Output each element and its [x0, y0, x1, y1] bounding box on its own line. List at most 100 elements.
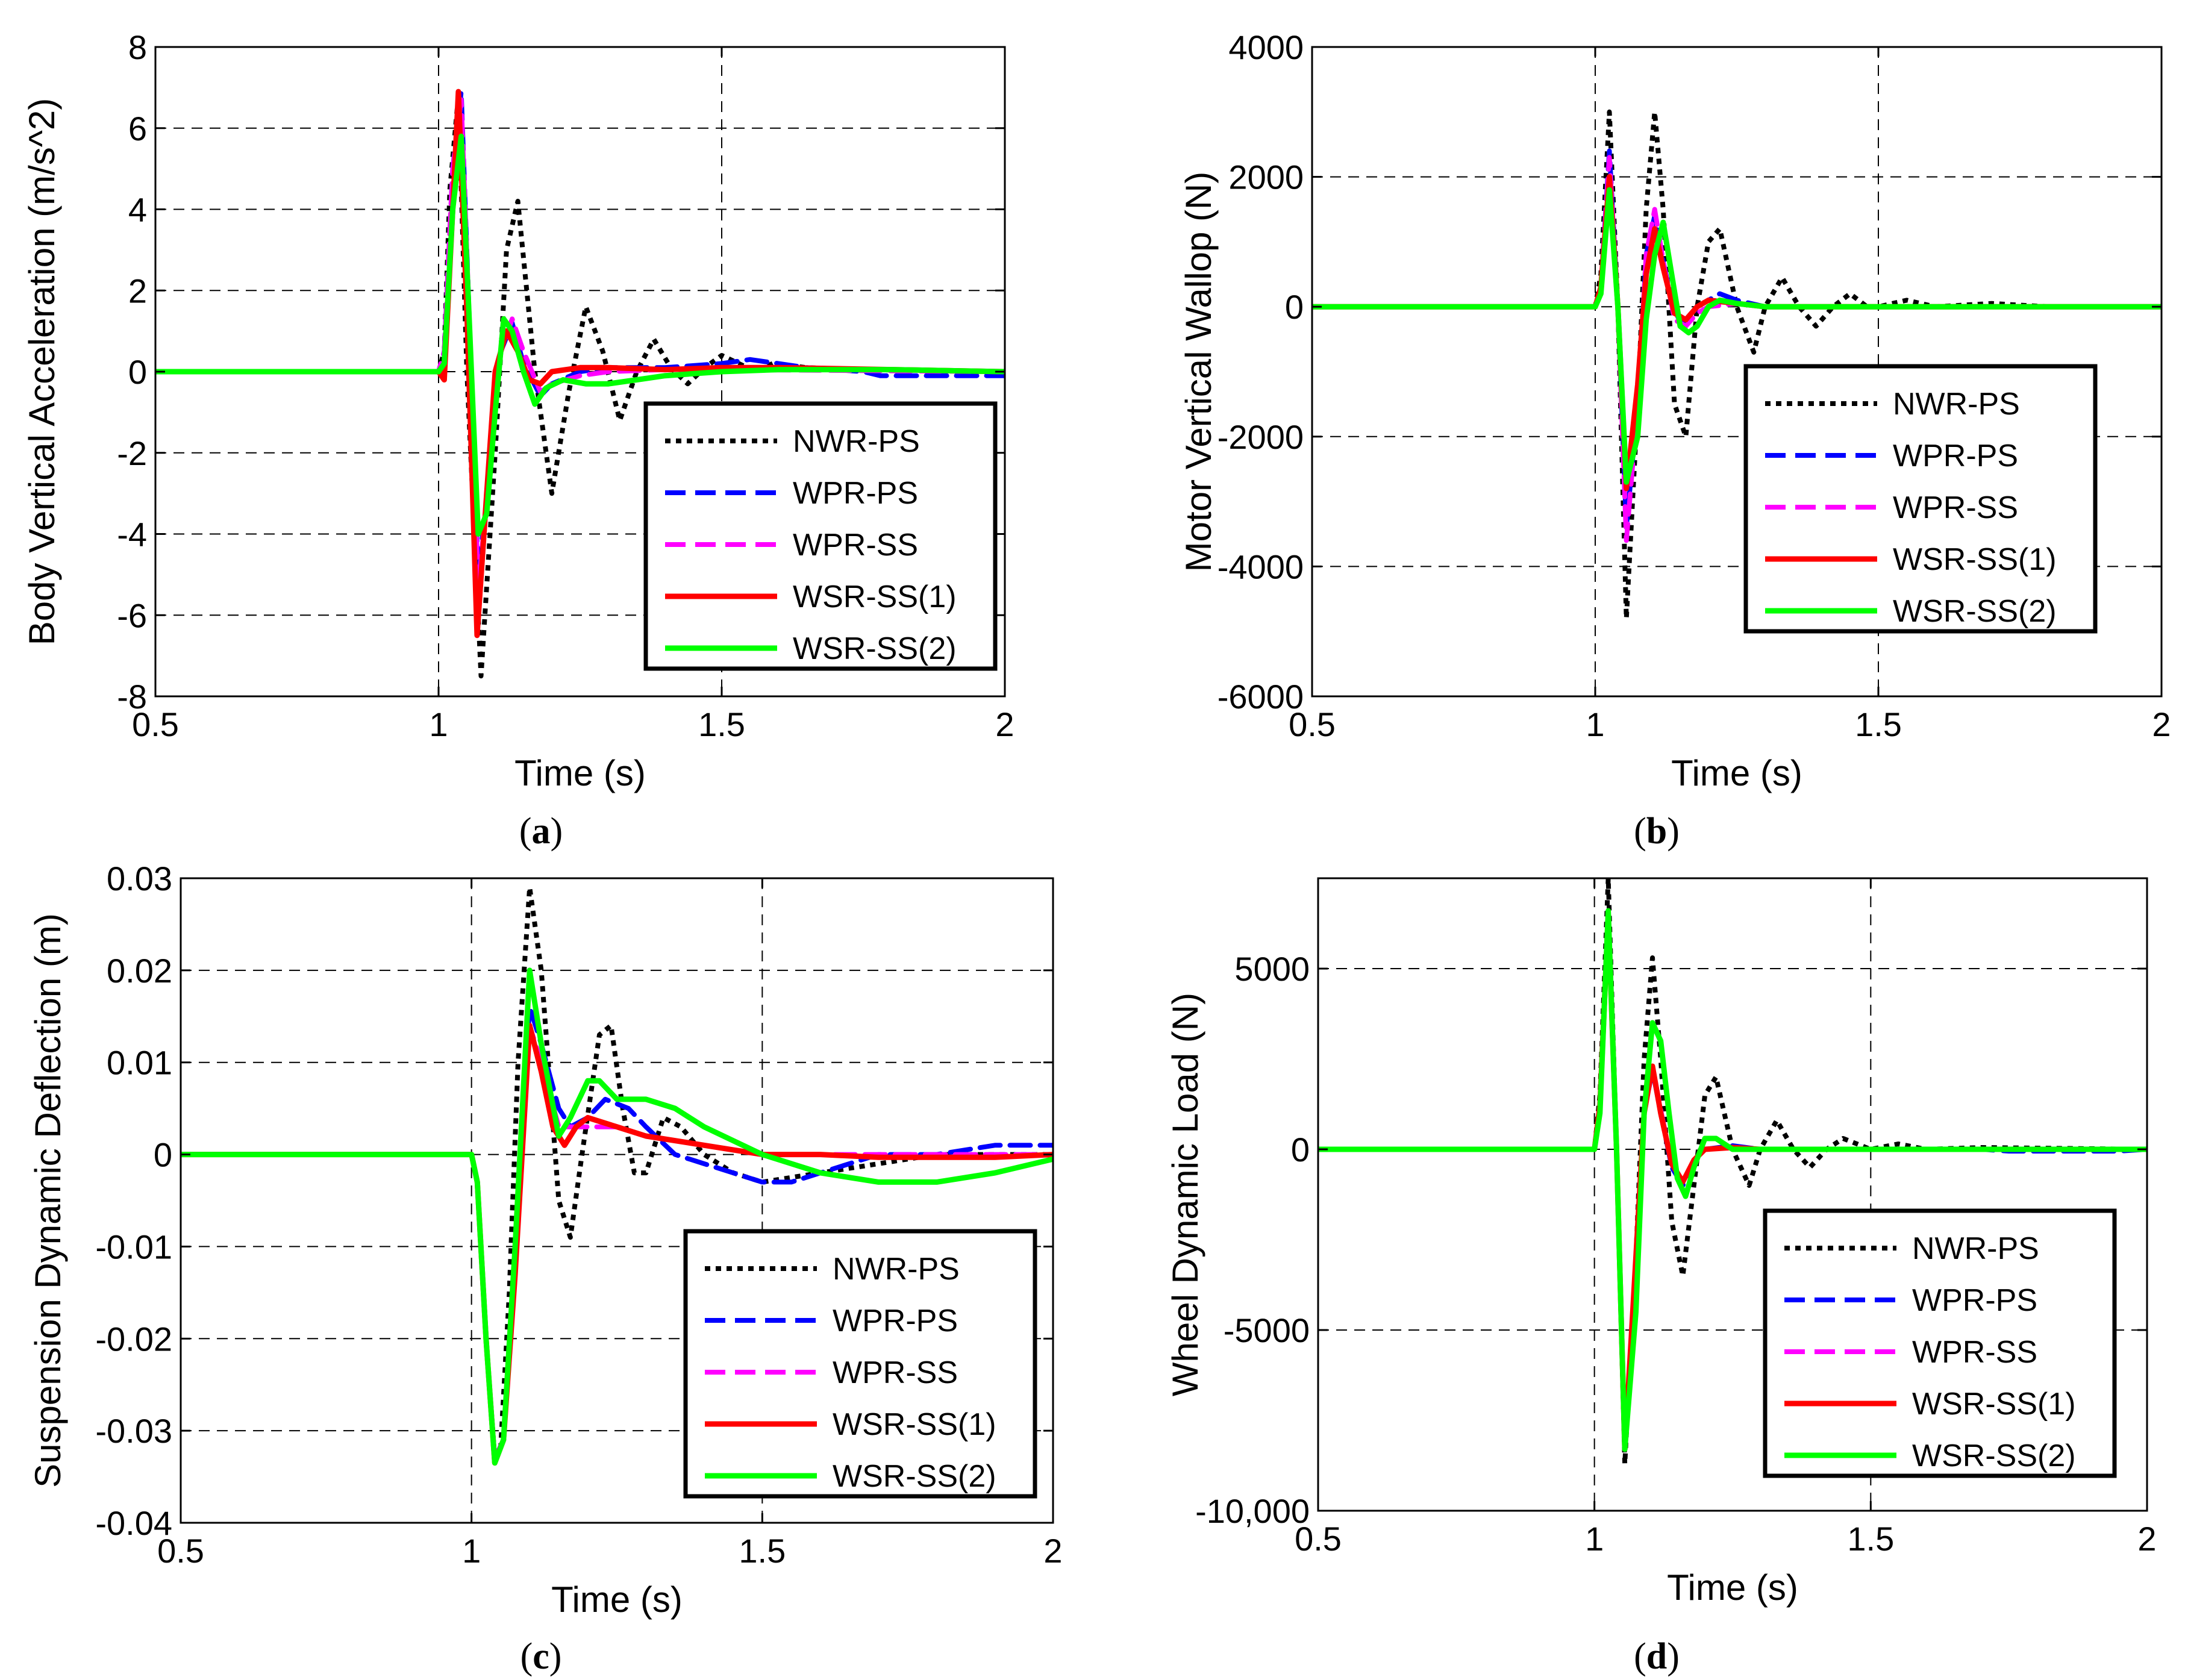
legend-entry-label: NWR-PS — [833, 1252, 960, 1287]
y-tick-label: 0 — [128, 353, 147, 391]
y-tick-label: -6000 — [1218, 678, 1304, 716]
y-tick-label: 4 — [128, 191, 147, 229]
series-group — [155, 89, 1005, 679]
legend-entry-label: NWR-PS — [1893, 387, 2020, 422]
y-tick-label: 0.02 — [107, 952, 172, 990]
legend: NWR-PS WPR-PS WPR-SS WSR-SS(1) WSR-SS(2) — [683, 1229, 1037, 1499]
x-tick-label: 1 — [429, 705, 448, 743]
panel-caption: (b) — [1634, 811, 1680, 852]
legend-box — [683, 1229, 1037, 1499]
series-line-wsr-ss-2- — [181, 967, 1053, 1466]
legend-box — [1763, 1208, 2117, 1478]
x-tick-label: 2 — [2137, 1520, 2156, 1558]
axes-frame — [1317, 877, 2148, 1512]
legend-entry-label: WSR-SS(2) — [793, 631, 957, 666]
y-axis-label: Wheel Dynamic Load (N) — [1165, 993, 1205, 1396]
panel-caption: (a) — [519, 811, 563, 852]
y-axis-label: Suspension Dynamic Deflection (m) — [28, 913, 68, 1488]
legend-box — [1743, 364, 2098, 634]
chart-panel-a: 0.5 1 1.5 2 -8 -6 -4 -2 0 2 4 6 8 Time (s) Body Vertic… — [22, 28, 1014, 852]
y-tick-label: -0.01 — [95, 1228, 172, 1266]
x-tick-label: 0.5 — [1289, 705, 1336, 743]
y-tick-label: 0 — [1291, 1131, 1310, 1169]
y-tick-label: 6 — [128, 110, 147, 148]
legend-entry-label: WPR-SS — [833, 1355, 958, 1390]
x-tick-label: 1 — [1586, 705, 1604, 743]
x-axis-label: Time (s) — [514, 753, 646, 793]
y-tick-label: -2000 — [1218, 418, 1304, 456]
axes-frame — [180, 877, 1054, 1524]
legend-entry-label: WSR-SS(1) — [1912, 1387, 2076, 1422]
x-tick-label: 2 — [995, 705, 1014, 743]
legend-entry-label: WPR-SS — [1893, 490, 2018, 525]
panel-caption-letter: a — [532, 811, 551, 852]
y-tick-label: 4000 — [1228, 28, 1304, 66]
y-tick-label: 0.01 — [107, 1044, 172, 1082]
x-tick-label: 1.5 — [1855, 705, 1902, 743]
series-group — [1312, 109, 2162, 621]
legend-entry-label: WPR-PS — [1912, 1283, 2037, 1318]
legend-entry-label: WPR-PS — [833, 1304, 958, 1338]
series-group — [181, 885, 1053, 1466]
legend: NWR-PS WPR-PS WPR-SS WSR-SS(1) WSR-SS(2) — [1763, 1208, 2117, 1478]
y-tick-label: -4000 — [1218, 548, 1304, 586]
legend-entry-label: WPR-PS — [793, 476, 918, 511]
x-axis-label: Time (s) — [1671, 753, 1802, 793]
legend-entry-label: WSR-SS(1) — [1893, 542, 2057, 577]
legend-entry-label: WSR-SS(1) — [793, 579, 957, 614]
panel-caption-letter: b — [1646, 811, 1667, 852]
panel-caption-letter: d — [1646, 1636, 1667, 1677]
y-tick-label: 0 — [1285, 288, 1304, 326]
y-tick-label: 8 — [128, 28, 147, 66]
y-tick-label: -5000 — [1224, 1311, 1310, 1349]
y-axis-label: Motor Vertical Wallop (N) — [1178, 172, 1219, 572]
legend-entry-label: WPR-SS — [793, 528, 918, 563]
y-tick-label: -6 — [117, 596, 147, 634]
legend-entry-label: WPR-SS — [1912, 1335, 2037, 1370]
x-tick-label: 1.5 — [1847, 1520, 1894, 1558]
y-tick-label: 2000 — [1228, 158, 1304, 196]
legend-entry-label: WPR-PS — [1893, 439, 2018, 473]
legend-entry-label: WSR-SS(2) — [1893, 594, 2057, 629]
y-tick-label: -10,000 — [1195, 1492, 1310, 1530]
y-tick-label: 5000 — [1234, 950, 1310, 988]
x-tick-label: 1 — [462, 1532, 481, 1570]
x-tick-label: 2 — [1043, 1532, 1062, 1570]
chart-panel-d: 0.5 1 1.5 2 -10,000 -5000 0 5000 Time (s) Wheel D… — [1165, 877, 2157, 1677]
series-group — [1318, 878, 2147, 1466]
series-line-wsr-ss-2- — [1312, 187, 2162, 485]
y-tick-label: -8 — [117, 678, 147, 716]
y-tick-label: 0.03 — [107, 860, 172, 898]
x-tick-label: 1 — [1585, 1520, 1604, 1558]
y-tick-label: 0 — [154, 1136, 172, 1174]
legend-entry-label: NWR-PS — [793, 424, 920, 459]
series-line-wsr-ss-2- — [155, 133, 1005, 537]
series-line-wsr-ss-2- — [1318, 908, 2147, 1452]
panel-caption: (d) — [1634, 1636, 1680, 1677]
x-axis-label: Time (s) — [1667, 1567, 1798, 1608]
x-tick-label: 0.5 — [132, 705, 179, 743]
legend: NWR-PS WPR-PS WPR-SS WSR-SS(1) WSR-SS(2) — [1743, 364, 2098, 634]
y-tick-label: -0.03 — [95, 1412, 172, 1450]
x-tick-label: 2 — [2152, 705, 2171, 743]
legend-entry-label: WSR-SS(2) — [1912, 1438, 2076, 1473]
legend-box — [643, 401, 998, 671]
x-axis-label: Time (s) — [551, 1579, 683, 1620]
y-tick-label: -2 — [117, 434, 147, 472]
y-tick-label: -4 — [117, 516, 147, 554]
panel-caption-letter: c — [533, 1636, 549, 1677]
y-tick-label: 2 — [128, 272, 147, 310]
legend: NWR-PS WPR-PS WPR-SS WSR-SS(1) WSR-SS(2) — [643, 401, 998, 671]
chart-panel-b: 0.5 1 1.5 2 -6000 -4000 -2000 0 2000 4000 Time (s)… — [1178, 28, 2171, 852]
axes-frame — [1311, 46, 2163, 698]
chart-panel-c: 0.5 1 1.5 2 -0.04 -0.03 -0.02 -0.01 0 0.01 0.02 0.0… — [28, 860, 1063, 1677]
panel-caption: (c) — [520, 1636, 562, 1677]
y-axis-label: Body Vertical Acceleration (m/s^2) — [22, 98, 62, 646]
x-tick-label: 1.5 — [739, 1532, 786, 1570]
legend-entry-label: WSR-SS(1) — [833, 1407, 996, 1442]
x-tick-label: 1.5 — [698, 705, 745, 743]
legend-entry-label: WSR-SS(2) — [833, 1459, 996, 1494]
y-tick-label: -0.02 — [95, 1320, 172, 1358]
legend-entry-label: NWR-PS — [1912, 1231, 2039, 1266]
